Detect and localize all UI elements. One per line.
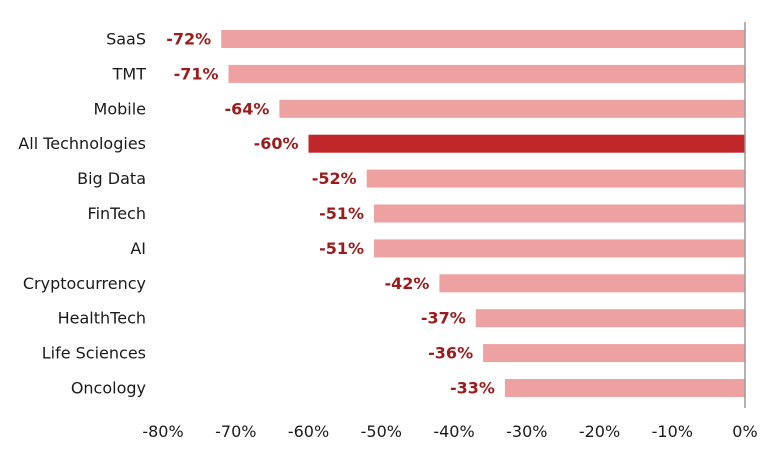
value-label: -71%: [174, 64, 219, 83]
bar-tmt: [228, 64, 745, 83]
x-tick-label: -70%: [215, 422, 256, 441]
category-label: Cryptocurrency: [23, 274, 146, 293]
x-tick-label: -40%: [433, 422, 474, 441]
bar-cryptocurrency: [439, 274, 745, 293]
bar-all-technologies: [308, 134, 745, 153]
value-label: -51%: [319, 239, 364, 258]
value-label: -33%: [450, 379, 495, 398]
category-label: HealthTech: [58, 309, 146, 328]
bar-healthtech: [475, 309, 745, 328]
value-label: -37%: [421, 309, 466, 328]
category-label: All Technologies: [18, 134, 146, 153]
category-label: SaaS: [106, 30, 146, 49]
category-label: Mobile: [94, 99, 146, 118]
bar-oncology: [504, 379, 745, 397]
value-label: -64%: [224, 99, 269, 118]
bar-big-data: [366, 169, 745, 188]
x-tick-label: -20%: [579, 422, 620, 441]
category-label: TMT: [112, 64, 147, 83]
bar-life-sciences: [483, 344, 745, 363]
x-tick-label: 0%: [732, 422, 757, 441]
value-label: -42%: [384, 274, 429, 293]
x-tick-label: -80%: [142, 422, 183, 441]
bar-mobile: [279, 99, 745, 118]
category-label: AI: [130, 239, 146, 258]
category-label: Life Sciences: [42, 344, 146, 363]
value-label: -60%: [254, 134, 299, 153]
value-label: -51%: [319, 204, 364, 223]
value-label: -36%: [428, 344, 473, 363]
bar-ai: [374, 239, 745, 258]
category-label: Big Data: [77, 169, 146, 188]
x-tick-label: -60%: [288, 422, 329, 441]
value-label: -52%: [312, 169, 357, 188]
bar-saas: [221, 30, 745, 48]
x-tick-label: -50%: [361, 422, 402, 441]
category-label: Oncology: [71, 379, 146, 398]
value-label: -72%: [166, 30, 211, 49]
x-tick-label: -30%: [506, 422, 547, 441]
category-label: FinTech: [88, 204, 146, 223]
bar-fintech: [374, 204, 745, 223]
x-tick-label: -10%: [652, 422, 693, 441]
